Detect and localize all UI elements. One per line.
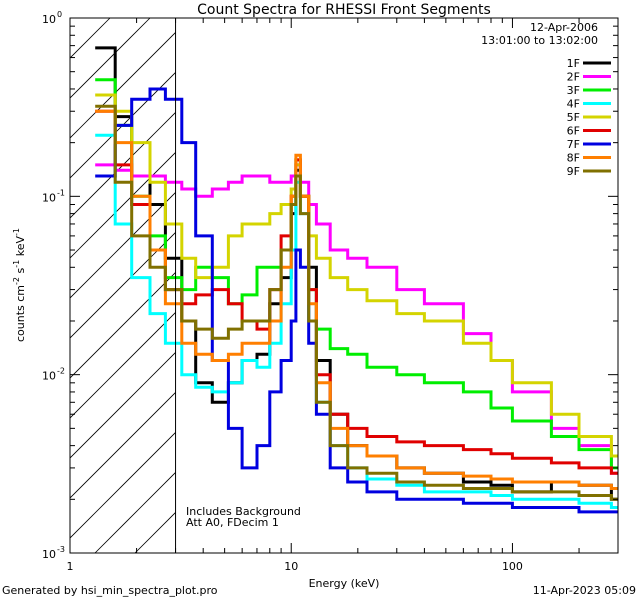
hatch-line <box>70 431 176 539</box>
y-tick-label: 10 <box>42 191 56 204</box>
date-label: 12-Apr-2006 <box>530 21 598 34</box>
y-label-part3: keV <box>14 236 27 260</box>
hatch-line <box>70 391 176 499</box>
x-tick-label: 1 <box>67 560 74 573</box>
series-line-9f <box>95 104 618 501</box>
y-tick-exponent: -2 <box>57 367 65 376</box>
legend-label-3f: 3F <box>567 84 580 97</box>
hatch-line <box>70 191 176 299</box>
series-line-5f <box>95 93 618 458</box>
legend-label-2f: 2F <box>567 71 580 84</box>
y-tick-exponent: -3 <box>57 545 65 554</box>
legend-label-7f: 7F <box>567 138 580 151</box>
plot-frame <box>69 17 619 554</box>
annotation-attenuator: Att A0, FDecim 1 <box>186 516 279 529</box>
series-line-8f <box>95 109 618 490</box>
y-axis-label: counts cm-2 s-1 keV-1 <box>12 228 27 342</box>
y-label-sup2: -1 <box>12 260 21 268</box>
y-tick-label: 10 <box>42 548 56 561</box>
legend-label-8f: 8F <box>567 152 580 165</box>
x-axis-label: Energy (keV) <box>309 577 380 590</box>
y-label-sup3: -1 <box>12 228 21 236</box>
legend-label-5f: 5F <box>567 111 580 124</box>
chart-title: Count Spectra for RHESSI Front Segments <box>197 2 491 18</box>
series-line-1f <box>95 46 618 501</box>
hatched-region <box>70 18 176 553</box>
y-tick-label: 10 <box>42 370 56 383</box>
series-line-7f <box>95 87 618 514</box>
series-line-6f <box>95 109 618 475</box>
legend-label-4f: 4F <box>567 98 580 111</box>
y-label-part2: s <box>14 267 27 276</box>
footer-generated-by: Generated by hsi_min_spectra_plot.pro <box>2 584 218 597</box>
legend-label-1f: 1F <box>567 57 580 70</box>
annotation-background: Includes Background <box>186 505 301 518</box>
y-label-sup1: -2 <box>12 277 21 285</box>
y-tick-exponent: -1 <box>57 188 65 197</box>
x-tick-label: 100 <box>502 560 523 573</box>
time-range-label: 13:01:00 to 13:02:00 <box>481 34 598 47</box>
legend-label-9f: 9F <box>567 165 580 178</box>
series-group <box>95 46 618 514</box>
x-tick-label: 10 <box>284 560 298 573</box>
hatch-line <box>70 151 176 259</box>
y-tick-exponent: 0 <box>57 10 62 19</box>
legend-label-6f: 6F <box>567 125 580 138</box>
hatch-line <box>70 231 176 339</box>
hatch-line <box>70 271 176 379</box>
y-tick-label: 10 <box>42 13 56 26</box>
series-line-4f <box>95 133 618 509</box>
footer-timestamp: 11-Apr-2023 05:09 <box>533 584 636 597</box>
hatch-line <box>70 71 176 179</box>
hatch-line <box>70 18 71 19</box>
y-label-part1: counts cm <box>14 285 27 342</box>
